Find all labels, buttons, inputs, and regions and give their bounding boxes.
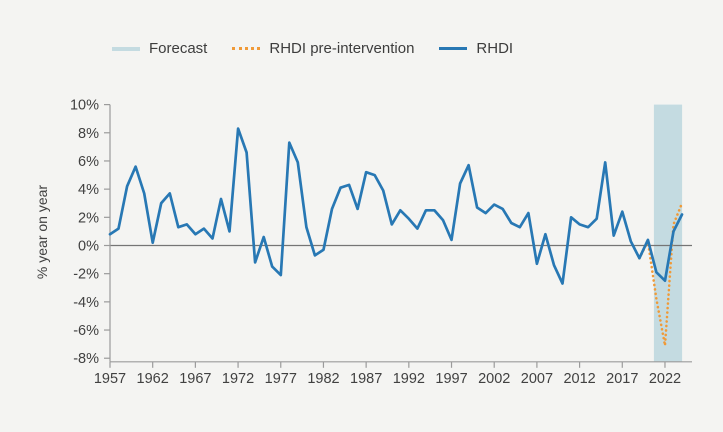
x-tick-label: 1992 xyxy=(393,371,425,387)
legend-item-rhdi: RHDI xyxy=(439,40,513,57)
x-tick-label: 1987 xyxy=(350,371,382,387)
y-axis-title: % year on year xyxy=(34,185,50,279)
dotted-line-swatch xyxy=(232,47,261,50)
x-tick-label: 1967 xyxy=(179,371,211,387)
x-tick-label: 2002 xyxy=(478,371,510,387)
x-tick-label: 1997 xyxy=(435,371,467,387)
x-tick-label: 1962 xyxy=(137,371,169,387)
x-tick-label: 2007 xyxy=(521,371,553,387)
x-tick-label: 1957 xyxy=(94,371,126,387)
legend-item-forecast: Forecast xyxy=(112,40,207,57)
x-tick-label: 1977 xyxy=(265,371,297,387)
y-tick-label: 2% xyxy=(78,210,99,226)
y-tick-label: 4% xyxy=(78,182,99,198)
rhdi-line xyxy=(108,127,684,285)
legend-label-rhdi-pre-intervention: RHDI pre-intervention xyxy=(269,40,415,57)
y-tick-label: -8% xyxy=(73,351,99,367)
x-tick-label: 1982 xyxy=(307,371,339,387)
x-tick-label: 1972 xyxy=(222,371,254,387)
solid-line-swatch xyxy=(439,47,468,50)
y-tick-label: 8% xyxy=(78,126,99,142)
x-tick-label: 2022 xyxy=(649,371,681,387)
y-tick-label: -4% xyxy=(73,295,99,311)
legend-label-forecast: Forecast xyxy=(149,40,208,57)
y-tick-label: 0% xyxy=(78,239,99,255)
legend: Forecast RHDI pre-intervention RHDI xyxy=(112,40,513,57)
legend-label-rhdi: RHDI xyxy=(476,40,514,57)
forecast-band-swatch xyxy=(112,46,140,51)
forecast-band xyxy=(653,104,683,362)
x-tick-label: 2012 xyxy=(563,371,595,387)
x-tick-label: 2017 xyxy=(606,371,638,387)
y-tick-label: 10% xyxy=(70,98,99,114)
y-tick-label: 6% xyxy=(78,154,99,170)
y-tick-label: -6% xyxy=(73,323,99,339)
y-tick-label: -2% xyxy=(73,267,99,283)
legend-item-rhdi-pre-intervention: RHDI pre-intervention xyxy=(232,40,414,57)
